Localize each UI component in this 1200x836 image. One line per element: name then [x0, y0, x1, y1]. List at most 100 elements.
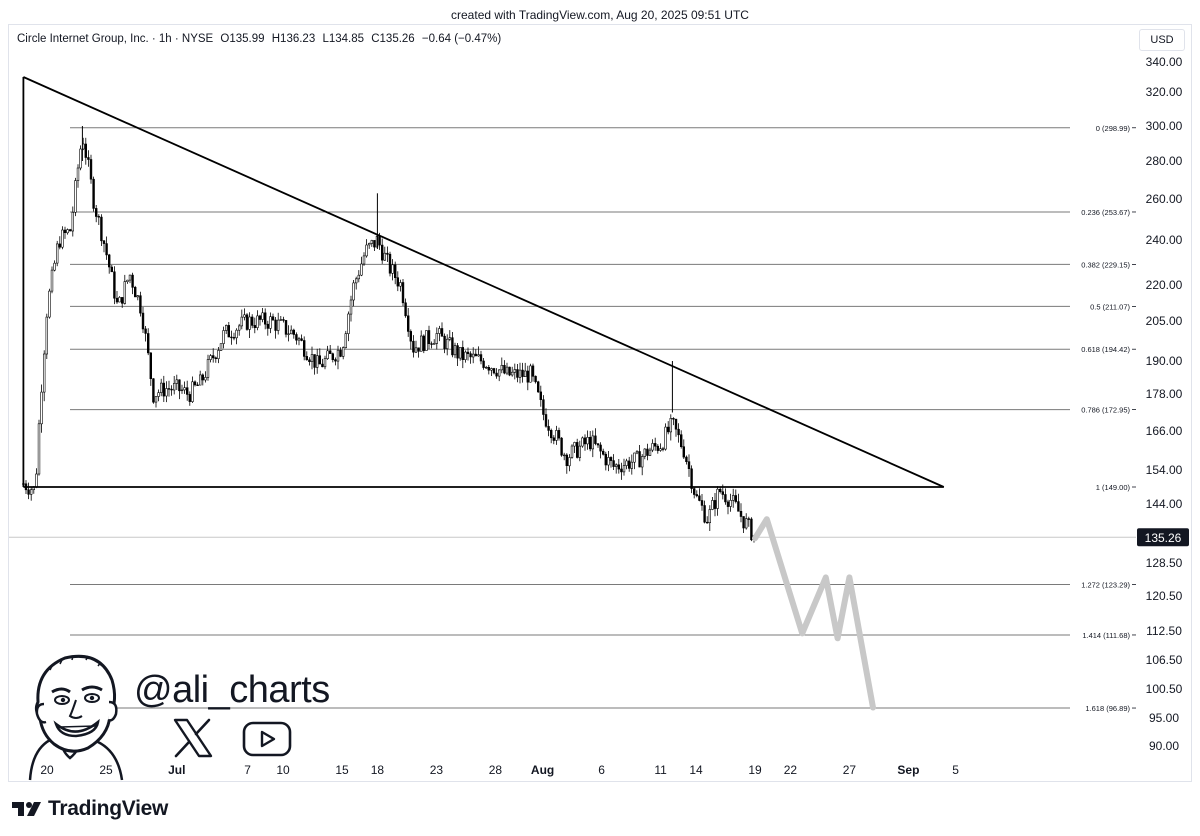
x-tick-label: 23 — [430, 763, 444, 777]
candle-body — [123, 281, 127, 304]
candle-body — [396, 277, 399, 287]
candle-body — [432, 343, 436, 345]
candle-body — [134, 286, 137, 298]
candle-body — [297, 338, 301, 341]
candle-body — [341, 347, 345, 357]
youtube-icon[interactable] — [242, 721, 292, 757]
candle-body — [614, 464, 618, 467]
candle-body — [154, 396, 158, 403]
candle-body — [456, 345, 459, 359]
candle-body — [128, 274, 132, 281]
candle-body — [251, 316, 254, 326]
currency-selector[interactable]: USD — [1139, 29, 1185, 51]
candle-body — [586, 436, 589, 445]
candle-body — [269, 316, 272, 329]
candle-body — [401, 282, 405, 304]
candle-body — [108, 254, 111, 268]
candle-body — [521, 369, 524, 377]
candle-body — [581, 437, 584, 447]
y-tick-label: 280.00 — [1146, 154, 1183, 168]
candle-body — [404, 302, 407, 317]
candle-body — [61, 229, 64, 248]
tradingview-logo-text: TradingView — [48, 797, 169, 820]
candle-body — [690, 468, 693, 489]
fib-level-label: 0.382 (229.15) — [1081, 260, 1130, 269]
candle-body — [349, 299, 353, 315]
last-price-marker: 135.26 — [1137, 528, 1189, 547]
candle-body — [63, 229, 67, 234]
candle-body — [482, 360, 485, 368]
candle-body — [419, 335, 423, 352]
candle-body — [664, 426, 667, 450]
candle-body — [214, 357, 217, 359]
candle-body — [58, 243, 62, 248]
candle-body — [334, 359, 337, 362]
candle-body — [245, 314, 249, 330]
candle-body — [204, 377, 207, 381]
candle-body — [95, 208, 98, 217]
candle-body — [687, 461, 691, 470]
candle-body — [495, 372, 498, 377]
candle-body — [653, 443, 657, 447]
candle-body — [193, 381, 197, 386]
candle-body — [386, 252, 389, 255]
candle-body — [136, 295, 139, 298]
candle-body — [560, 437, 563, 456]
candle-body — [53, 262, 56, 271]
x-tick-label: 22 — [784, 763, 798, 777]
candle-body — [599, 444, 602, 452]
candle-body — [170, 388, 173, 391]
candle-body — [282, 319, 285, 321]
x-tick-label: Aug — [531, 763, 554, 777]
candle-body — [149, 352, 152, 379]
x-tick-label: Sep — [897, 763, 919, 777]
fibonacci-levels: 0 (298.99) 0.236 (253.67) 0.382 (229.15) 0.… — [9, 124, 1136, 713]
candle-body — [331, 353, 334, 361]
candle-body — [141, 312, 145, 330]
x-tick-label: 5 — [952, 763, 959, 777]
candle-body — [284, 320, 288, 335]
candle-body — [458, 347, 462, 359]
candle-body — [716, 488, 719, 509]
trendline — [23, 76, 945, 488]
y-tick-label: 166.00 — [1146, 424, 1183, 438]
candle-body — [692, 488, 696, 495]
candle-body — [539, 391, 543, 400]
x-tick-label: 19 — [748, 763, 762, 777]
fib-level-label: 0 (298.99) — [1096, 124, 1131, 133]
candle-body — [510, 371, 514, 376]
candle-body — [235, 329, 238, 339]
x-twitter-icon[interactable] — [172, 718, 214, 758]
candle-body — [648, 449, 652, 456]
candle-body — [76, 167, 80, 181]
candle-body — [261, 312, 264, 320]
tradingview-logo[interactable]: TradingView — [12, 797, 168, 821]
candle-body — [160, 382, 163, 393]
candle-body — [726, 501, 730, 507]
candle-body — [674, 418, 678, 430]
candle-body — [336, 349, 340, 362]
candle-body — [440, 328, 444, 337]
candle-body — [609, 457, 613, 461]
candles — [22, 126, 756, 543]
candle-body — [656, 445, 660, 451]
candle-body — [305, 356, 308, 361]
candle-body — [29, 489, 33, 495]
candle-body — [186, 387, 189, 395]
candle-body — [139, 295, 142, 314]
trendlines — [22, 76, 945, 488]
candle-body — [263, 312, 267, 325]
candle-body — [711, 500, 714, 510]
candle-body — [679, 434, 683, 448]
candle-body — [601, 450, 605, 455]
candle-body — [443, 335, 446, 350]
candle-body — [295, 334, 298, 341]
candle-body — [646, 448, 649, 456]
candle-body — [552, 437, 556, 441]
candle-body — [87, 157, 90, 160]
x-tick-label: 25 — [99, 763, 113, 777]
candle-body — [724, 494, 727, 503]
candle-body — [490, 368, 493, 371]
candle-body — [110, 266, 114, 273]
